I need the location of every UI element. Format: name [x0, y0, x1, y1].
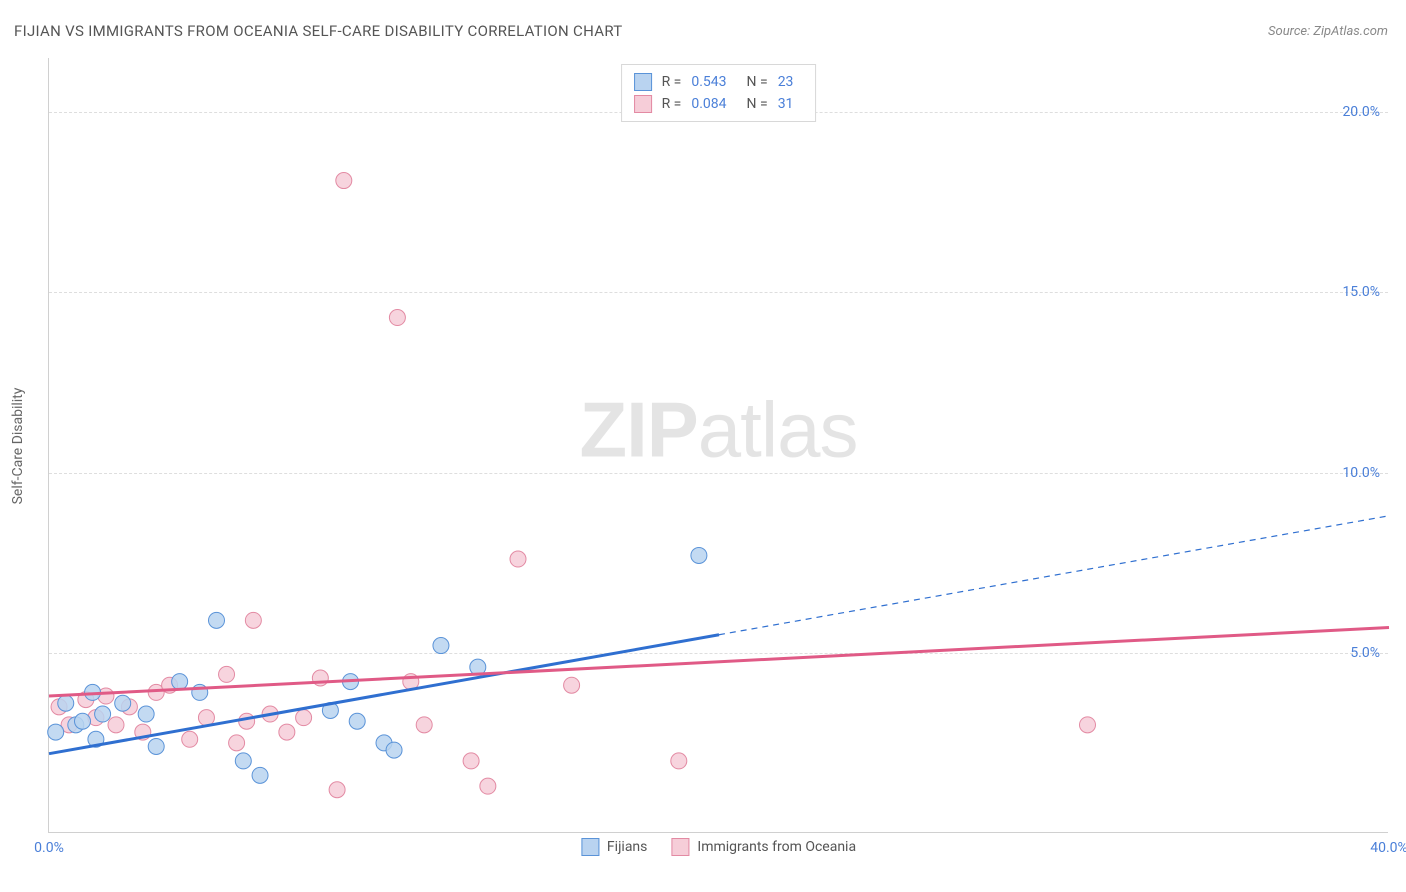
data-point: [138, 706, 154, 722]
n-label: N =: [747, 96, 768, 112]
data-point: [336, 173, 352, 189]
data-point: [433, 638, 449, 654]
data-point: [671, 753, 687, 769]
legend-label: Fijians: [607, 839, 647, 855]
trend-line: [719, 516, 1389, 635]
data-point: [416, 717, 432, 733]
data-point: [75, 713, 91, 729]
n-label: N =: [747, 74, 768, 90]
data-point: [691, 547, 707, 563]
data-point: [463, 753, 479, 769]
data-point: [279, 724, 295, 740]
legend-swatch-icon: [634, 95, 652, 113]
r-value: 0.543: [691, 74, 726, 90]
legend-swatch-icon: [671, 838, 689, 856]
stats-row-series-0: R = 0.543 N = 23: [634, 71, 804, 93]
series-legend: Fijians Immigrants from Oceania: [573, 838, 864, 856]
data-point: [229, 735, 245, 751]
x-tick-label: 0.0%: [34, 840, 64, 856]
data-point: [95, 706, 111, 722]
data-point: [245, 612, 261, 628]
stats-row-series-1: R = 0.084 N = 31: [634, 93, 804, 115]
data-point: [386, 742, 402, 758]
r-label: R =: [662, 74, 682, 90]
data-point: [296, 710, 312, 726]
legend-label: Immigrants from Oceania: [697, 839, 856, 855]
n-value: 31: [778, 96, 794, 112]
data-point: [510, 551, 526, 567]
data-point: [564, 677, 580, 693]
data-point: [1080, 717, 1096, 733]
x-tick-label: 40.0%: [1370, 840, 1406, 856]
data-point: [389, 310, 405, 326]
data-point: [182, 731, 198, 747]
data-point: [108, 717, 124, 733]
legend-swatch-icon: [634, 73, 652, 91]
n-value: 23: [778, 74, 794, 90]
legend-item-series-0: Fijians: [581, 838, 647, 856]
legend-item-series-1: Immigrants from Oceania: [671, 838, 856, 856]
data-point: [48, 724, 64, 740]
data-point: [172, 674, 188, 690]
data-point: [480, 778, 496, 794]
data-point: [235, 753, 251, 769]
data-point: [209, 612, 225, 628]
data-point: [329, 782, 345, 798]
trend-line: [49, 628, 1389, 696]
legend-swatch-icon: [581, 838, 599, 856]
source-attribution: Source: ZipAtlas.com: [1268, 24, 1388, 39]
data-point: [252, 767, 268, 783]
r-label: R =: [662, 96, 682, 112]
scatter-svg: [49, 58, 1388, 832]
chart-title: FIJIAN VS IMMIGRANTS FROM OCEANIA SELF-C…: [14, 22, 623, 40]
r-value: 0.084: [691, 96, 726, 112]
data-point: [219, 666, 235, 682]
data-point: [349, 713, 365, 729]
plot-area: ZIPatlas 5.0%10.0%15.0%20.0% 0.0%40.0% R…: [48, 58, 1388, 833]
data-point: [148, 738, 164, 754]
data-point: [239, 713, 255, 729]
data-point: [115, 695, 131, 711]
data-point: [58, 695, 74, 711]
stats-legend-box: R = 0.543 N = 23 R = 0.084 N = 31: [621, 64, 817, 122]
y-axis-label: Self-Care Disability: [10, 388, 26, 505]
